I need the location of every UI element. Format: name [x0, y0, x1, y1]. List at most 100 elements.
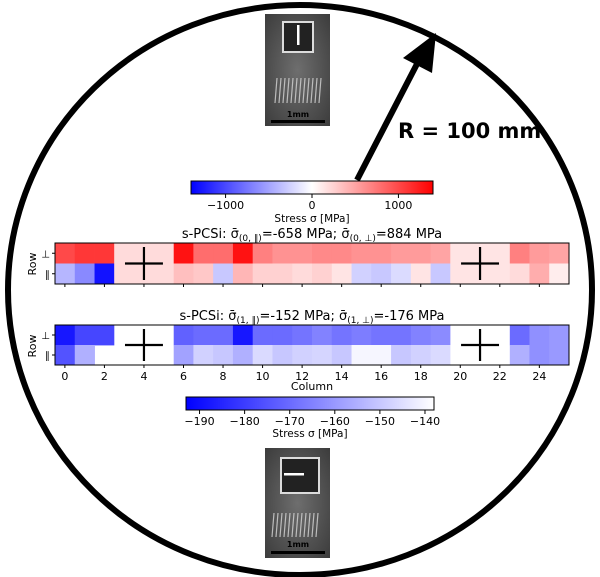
heatmap-row1-cell	[371, 345, 392, 366]
heatmap-row1-cell	[410, 345, 432, 366]
heatmap-row1-cell	[74, 345, 95, 366]
heatmap-row1-cell	[331, 345, 352, 366]
radius-label: R = 100 mm	[398, 119, 541, 143]
colorbar-bottom-gradient	[185, 396, 435, 411]
heatmap-row0-row-label: ⊥	[41, 249, 50, 260]
heatmap-row0-cell	[509, 243, 530, 264]
heatmap-row1-cell	[232, 325, 254, 346]
heatmap-row0-cell	[430, 243, 451, 264]
heatmap-row0-cell	[252, 263, 273, 285]
heatmap-row0-cell	[312, 263, 333, 285]
colorbar-bottom-label: Stress σ [MPa]	[272, 428, 347, 440]
heatmap-row1-cell	[509, 325, 530, 346]
heatmap-row1-cell	[55, 325, 76, 346]
colorbar-top-tick-label: 0	[309, 199, 316, 212]
heatmap-row1-xlabel: Column	[291, 380, 333, 393]
heatmap-row1-column-label: 10	[256, 370, 270, 383]
heatmap-row0-cell	[371, 263, 392, 285]
heatmap-row0-cell	[331, 263, 352, 285]
heatmap-row1: s-PCSi: σ̄(1, ∥)=-152 MPa; σ̄(1, ⊥)=-176…	[26, 309, 570, 393]
heatmap-row0-cell	[391, 263, 412, 285]
heatmap-row0-cell	[371, 243, 392, 264]
heatmap-row1-cell	[74, 325, 95, 346]
heatmap-row0-cell	[410, 243, 432, 264]
heatmap-row0-cell	[549, 263, 570, 285]
heatmap-row0-cell	[94, 263, 115, 285]
colorbar-bottom: −190 −180 −170 −160 −150 −140 Stress σ [MPa]	[184, 396, 440, 440]
slit-vertical	[297, 25, 300, 45]
heatmap-row1-column-label: 18	[414, 370, 428, 383]
slit-horizontal	[284, 473, 304, 476]
heatmap-row0-cell	[232, 263, 254, 285]
heatmap-row1-column-label: 12	[295, 370, 309, 383]
heatmap-row0-cell	[529, 243, 550, 264]
heatmap-row1-cell	[391, 325, 412, 346]
heatmap-row1-cell	[509, 345, 530, 366]
heatmap-row0-cell	[213, 243, 234, 264]
heatmap-row0-cell	[55, 243, 76, 264]
heatmap-row1-column-label: 0	[61, 370, 68, 383]
colorbar-top-label: Stress σ [MPa]	[274, 213, 349, 225]
heatmap-row1-column-label: 14	[335, 370, 349, 383]
heatmap-row0-row-label: ∥	[45, 270, 50, 281]
heatmap-row1-ylabel: Row	[26, 335, 39, 358]
heatmap-row1-cell	[430, 325, 451, 346]
heatmap-row0-cell	[509, 263, 530, 285]
device-array	[274, 77, 322, 104]
colorbar-bottom-tick-label: −160	[320, 415, 350, 428]
heatmap-row1-title: s-PCSi: σ̄(1, ∥)=-152 MPa; σ̄(1, ⊥)=-176…	[179, 309, 444, 326]
colorbar-bottom-tick-label: −180	[230, 415, 260, 428]
heatmap-row0-cell	[351, 263, 372, 285]
heatmap-row0-ylabel: Row	[26, 253, 39, 276]
heatmap-row0-cell	[292, 243, 313, 264]
heatmap-row1-cell	[173, 345, 194, 366]
heatmap-row1-cell	[331, 325, 352, 346]
heatmap-row1-cell	[213, 325, 234, 346]
heatmap-row0-title: s-PCSi: σ̄(0, ∥)=-658 MPa; σ̄(0, ⊥)=884 …	[182, 227, 442, 244]
arrow-head-icon	[403, 33, 436, 73]
heatmap-row1-column-label: 16	[374, 370, 388, 383]
heatmap-row0-cell	[173, 243, 194, 264]
heatmap-row1-cell	[529, 345, 550, 366]
scale-bar	[271, 120, 325, 123]
heatmap-row1-cell	[292, 345, 313, 366]
heatmap-row1-cell	[252, 345, 273, 366]
heatmap-row0: s-PCSi: σ̄(0, ∥)=-658 MPa; σ̄(0, ⊥)=884 …	[26, 227, 570, 287]
heatmap-row1-column-label: 2	[101, 370, 108, 383]
scale-bar	[271, 551, 325, 554]
heatmap-row1-cell	[312, 325, 333, 346]
heatmap-row1-cell	[272, 345, 293, 366]
heatmap-row1-cell	[193, 345, 214, 366]
heatmap-row0-cell	[391, 243, 412, 264]
heatmap-row0-cell	[410, 263, 432, 285]
heatmap-row1-cell	[549, 325, 570, 346]
heatmap-row0-cell	[529, 263, 550, 285]
heatmap-row1-cell	[94, 325, 115, 346]
colorbar-top-tick-label: 1000	[384, 199, 412, 212]
heatmap-row0-cell	[55, 263, 76, 285]
heatmap-row1-cell	[55, 345, 76, 366]
radius-arrow	[354, 33, 436, 182]
heatmap-row1-cell	[193, 325, 214, 346]
heatmap-row1-cell	[430, 345, 451, 366]
heatmap-row1-cell	[292, 325, 313, 346]
colorbar-bottom-tick-label: −170	[275, 415, 305, 428]
heatmap-row1-cell	[391, 345, 412, 366]
heatmap-row0-cell	[74, 263, 95, 285]
heatmap-row1-column-label: 6	[180, 370, 187, 383]
colorbar-top-gradient	[190, 180, 434, 195]
heatmap-row0-cell	[351, 243, 372, 264]
heatmap-row1-cell	[371, 325, 392, 346]
heatmap-row0-cell	[272, 263, 293, 285]
heatmap-row1-cell	[351, 345, 372, 366]
scale-bar-label: 1mm	[287, 110, 309, 119]
heatmap-row0-cell	[252, 243, 273, 264]
heatmap-row0-cell	[213, 263, 234, 285]
micrograph-bottom: 1mm	[265, 448, 330, 558]
micrograph-top: 1mm	[265, 14, 330, 126]
heatmap-row0-cell	[331, 243, 352, 264]
device-array	[271, 512, 319, 538]
heatmap-row1-cell	[529, 325, 550, 346]
heatmap-row1-column-label: 24	[532, 370, 546, 383]
